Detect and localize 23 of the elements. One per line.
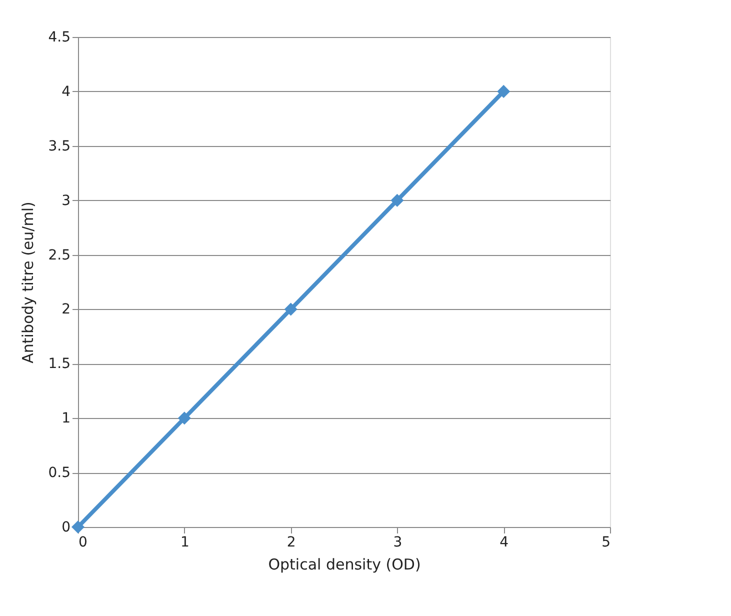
y-tick-label: 4.5 xyxy=(48,30,70,46)
point xyxy=(284,302,298,316)
y-tick-label: 3 xyxy=(62,192,70,209)
x-tick-label: 3 xyxy=(393,534,402,550)
x-tick-label: 1 xyxy=(180,534,190,550)
y-tick-label: 2 xyxy=(62,302,70,318)
x-tick-label: 5 xyxy=(602,534,610,550)
y-tick-label: 1 xyxy=(62,410,70,427)
y-tick-label: 0.5 xyxy=(48,465,70,482)
y-tick-label: 3.5 xyxy=(48,138,70,154)
point xyxy=(178,412,191,425)
x-tick-label: 4 xyxy=(500,534,509,550)
x-axis-title: Optical density (OD) xyxy=(268,556,421,574)
x-tick-label: 0 xyxy=(78,534,88,550)
y-tick-label: 0 xyxy=(62,520,70,536)
point xyxy=(497,84,510,98)
x-tick-label: 2 xyxy=(286,534,296,550)
y-axis-title: Antibody titre (eu/ml) xyxy=(19,202,38,364)
y-tick-label: 1.5 xyxy=(48,356,70,372)
y-tick-label: 4 xyxy=(62,84,71,100)
y-tick-label: 2.5 xyxy=(48,247,70,264)
point xyxy=(390,194,404,207)
point xyxy=(71,520,85,534)
